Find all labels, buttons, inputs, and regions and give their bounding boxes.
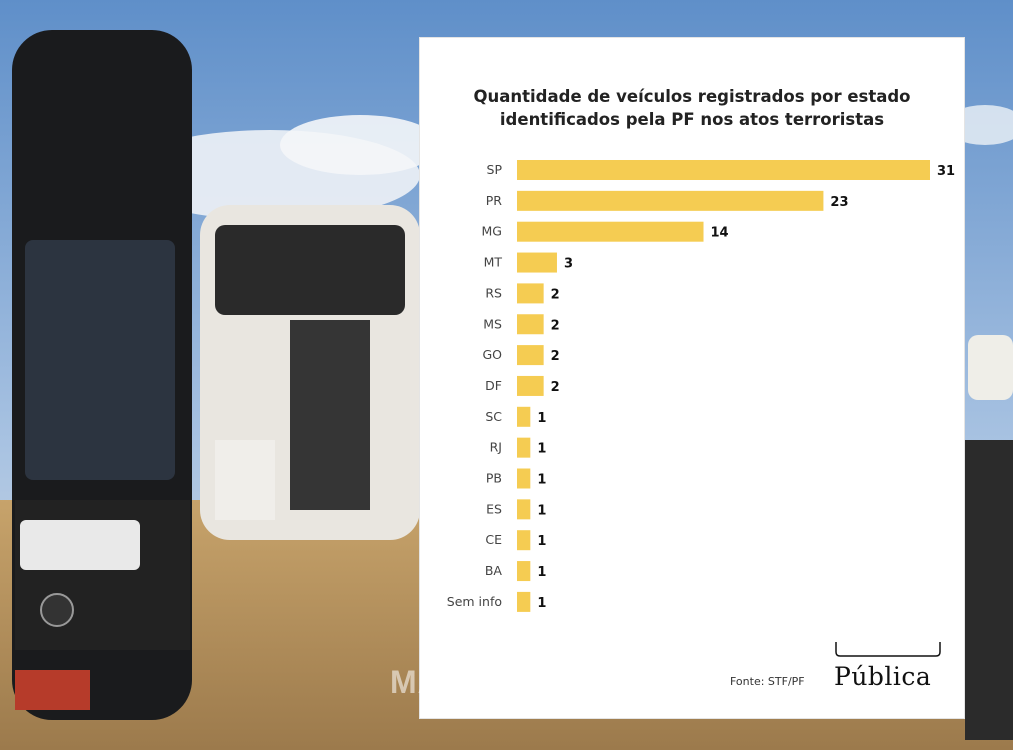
value-label: 2: [551, 287, 560, 302]
category-label: SP: [487, 162, 503, 177]
bar: [517, 406, 531, 427]
category-label: GO: [482, 347, 502, 362]
watermark: MANANCIALNEWS: [390, 664, 669, 701]
category-label: MG: [482, 224, 502, 239]
bar: [517, 283, 544, 304]
bar: [517, 561, 531, 582]
chart-title: Quantidade de veículos registrados por e…: [473, 87, 911, 106]
bar: [517, 221, 704, 242]
category-label: DF: [485, 378, 502, 393]
bar: [517, 468, 531, 489]
watermark-main: MANANCIAL: [390, 664, 593, 700]
category-label: PB: [486, 471, 502, 486]
value-label: 2: [551, 349, 560, 364]
value-label: 1: [537, 503, 546, 518]
bar: [517, 160, 930, 180]
category-label: CE: [485, 532, 502, 547]
brand-name: Pública: [834, 662, 932, 691]
source-label: Fonte: STF/PF: [730, 675, 805, 688]
bar-chart: SP 31 PR 23 MG 14 MT 3 RS 2 MS 2 GO 2 DF 2 SC 1 RJ 1 PB 1 ES 1 C…: [447, 160, 955, 612]
bar: [517, 252, 557, 273]
category-label: SC: [485, 409, 502, 424]
category-label: RS: [485, 285, 502, 300]
bar: [517, 591, 531, 612]
chart-card: Quantidade de veículos registrados por e…: [420, 38, 964, 718]
value-label: 1: [537, 534, 546, 549]
category-label: Sem info: [447, 594, 502, 609]
chart-subtitle: identificados pela PF nos atos terrorist…: [499, 110, 885, 129]
category-label: ES: [486, 501, 502, 516]
value-label: 23: [830, 195, 848, 210]
category-label: MT: [484, 255, 503, 270]
value-label: 1: [537, 596, 546, 611]
value-label: 1: [537, 473, 546, 488]
logo-bracket-icon: [835, 642, 941, 657]
category-label: MS: [483, 316, 502, 331]
value-label: 1: [537, 411, 546, 426]
value-label: 31: [937, 164, 955, 179]
value-label: 1: [537, 442, 546, 457]
watermark-suffix: NEWS: [592, 672, 669, 699]
bar: [517, 190, 824, 211]
publica-logo: Pública: [828, 640, 948, 694]
bar: [517, 530, 531, 551]
value-label: 1: [537, 565, 546, 580]
category-label: RJ: [490, 440, 502, 455]
bar: [517, 345, 544, 366]
category-label: PR: [486, 193, 503, 208]
value-label: 3: [564, 257, 573, 272]
value-label: 2: [551, 318, 560, 333]
category-label: BA: [485, 563, 503, 578]
value-label: 14: [711, 226, 729, 241]
bar: [517, 314, 544, 335]
bar: [517, 375, 544, 396]
value-label: 2: [551, 380, 560, 395]
bar: [517, 499, 531, 520]
bar: [517, 437, 531, 458]
